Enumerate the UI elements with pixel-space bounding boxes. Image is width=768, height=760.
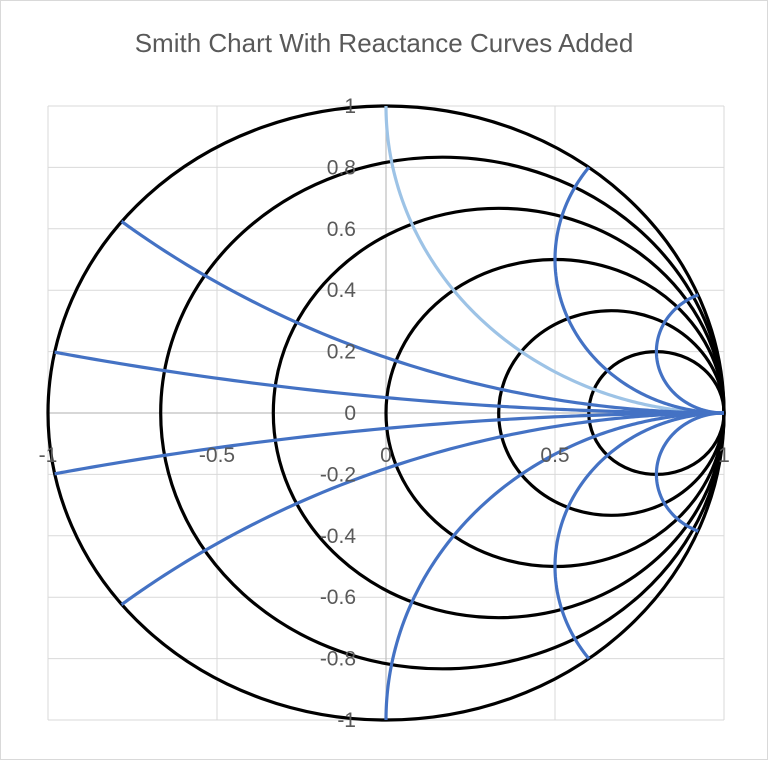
y-tick-label: -0.8 [320,648,356,671]
x-tick-label: -1 [39,444,58,467]
y-tick-label: 0.4 [327,279,357,302]
x-tick-label: 0.5 [540,444,569,467]
y-tick-label: -0.6 [320,586,356,609]
x-tick-label: 0 [380,444,392,467]
y-tick-label: 0.2 [327,341,356,364]
y-tick-label: 0 [344,402,356,425]
y-tick-label: -0.4 [320,525,357,548]
reactance-curve [54,411,724,476]
y-tick-label: -1 [337,709,356,732]
x-tick-label: -0.5 [199,444,235,467]
reactance-curves [54,106,725,720]
y-tick-label: 1 [344,95,356,118]
chart-title: Smith Chart With Reactance Curves Added [134,28,634,58]
y-tick-label: 0.6 [327,218,356,241]
tick-labels: 1 0.8 0.6 0.4 0.2 0 -0.2 -0.4 -0.6 -0.8 -1 -1 -0.5 0 0… [39,95,730,732]
y-tick-label: -0.2 [320,463,356,486]
y-tick-label: 0.8 [327,156,356,179]
x-tick-label: 1 [718,444,730,467]
